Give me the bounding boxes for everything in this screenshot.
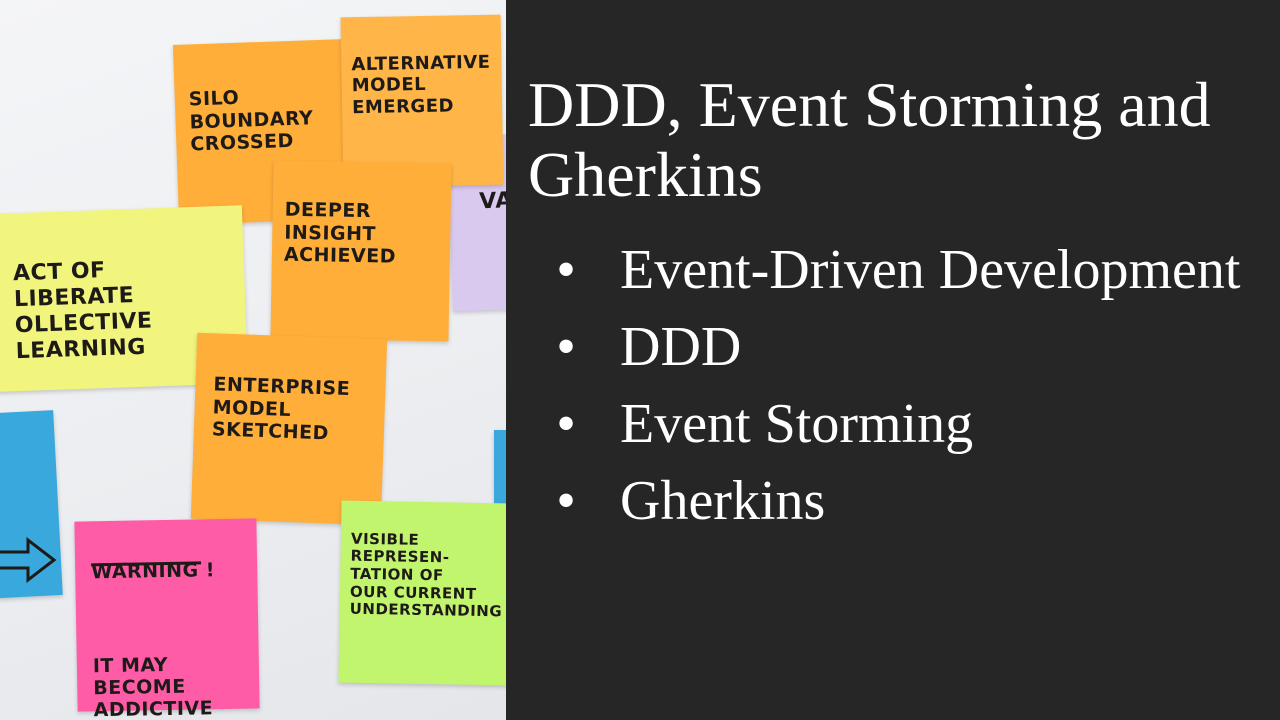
bullet-item: • Event-Driven Development bbox=[546, 240, 1266, 300]
note-enterprise-text: ENTERPRISE MODEL SKETCHED bbox=[211, 373, 351, 445]
note-va-text: VA bbox=[478, 188, 506, 215]
bullet-item: • DDD bbox=[546, 317, 1266, 377]
sticky-notes-photo: VA SILO BOUNDARY CROSSED ALTERNATIVE MOD… bbox=[0, 0, 506, 720]
bullet-dot-icon: • bbox=[556, 393, 576, 455]
bullet-text: Gherkins bbox=[620, 470, 826, 532]
bullet-text: Event Storming bbox=[620, 393, 974, 455]
arrow-right-icon bbox=[0, 536, 57, 584]
sticky-note-warning: WARNING ! IT MAY BECOME ADDICTIVE bbox=[74, 518, 260, 720]
note-visible-text: VISIBLE REPRESEN- TATION OF OUR CURRENT … bbox=[349, 529, 503, 621]
sticky-note-visible-representation: VISIBLE REPRESEN- TATION OF OUR CURRENT … bbox=[338, 500, 506, 686]
slide-title: DDD, Event Storming and Gherkins bbox=[528, 69, 1211, 210]
note-silo-text: SILO BOUNDARY CROSSED bbox=[188, 87, 314, 156]
slide-content: DDD, Event Storming and Gherkins • Event… bbox=[506, 0, 1280, 720]
bullet-text: DDD bbox=[620, 316, 742, 378]
note-alternative-text: ALTERNATIVE MODEL EMERGED bbox=[351, 52, 491, 118]
bullet-item: • Gherkins bbox=[546, 471, 1266, 531]
note-deeper-text: DEEPER INSIGHT ACHIEVED bbox=[283, 199, 397, 268]
note-warning-body: IT MAY BECOME ADDICTIVE bbox=[92, 653, 214, 720]
bullet-dot-icon: • bbox=[556, 470, 576, 532]
bullet-list: • Event-Driven Development • DDD • Event… bbox=[546, 240, 1266, 548]
bullet-dot-icon: • bbox=[556, 239, 576, 301]
bullet-text: Event-Driven Development bbox=[620, 239, 1241, 301]
sticky-note-enterprise-model: ENTERPRISE MODEL SKETCHED bbox=[190, 332, 388, 526]
bullet-dot-icon: • bbox=[556, 316, 576, 378]
bullet-item: • Event Storming bbox=[546, 394, 1266, 454]
sticky-note-deeper-insight: DEEPER INSIGHT ACHIEVED bbox=[270, 160, 452, 342]
